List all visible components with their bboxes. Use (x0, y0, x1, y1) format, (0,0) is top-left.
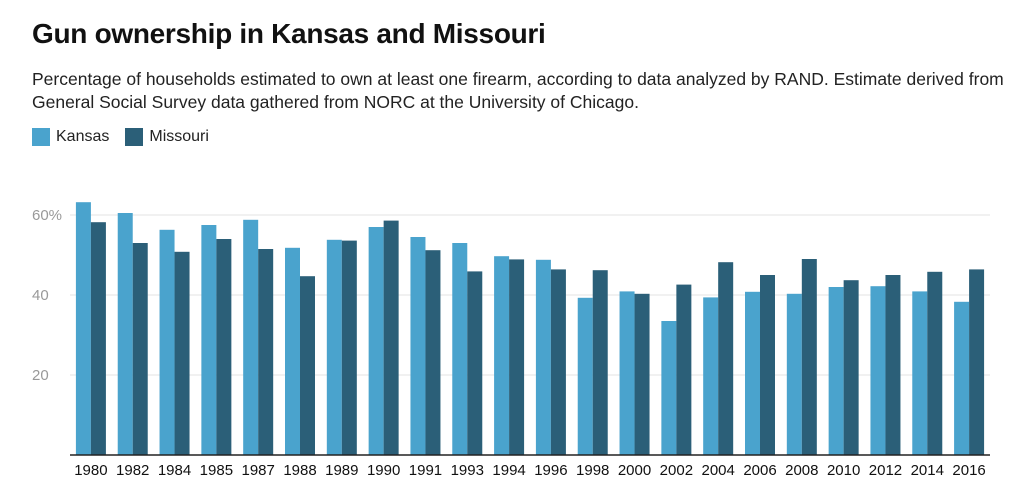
x-tick-label: 1984 (158, 462, 191, 479)
bar-missouri-2012 (885, 275, 901, 455)
bar-missouri-1990 (383, 220, 399, 455)
x-tick-label: 2006 (743, 462, 776, 479)
x-tick-label: 1994 (492, 462, 525, 479)
legend-swatch-missouri (125, 128, 144, 146)
legend: Kansas Missouri (32, 128, 225, 146)
bar-missouri-2006 (760, 275, 775, 455)
x-tick-label: 1993 (451, 462, 484, 479)
x-tick-label: 2014 (911, 462, 944, 479)
bar-missouri-2002 (676, 284, 692, 455)
x-tick-label: 2004 (701, 462, 734, 479)
y-tick-label: 60% (32, 207, 62, 224)
x-tick-label: 1980 (74, 462, 107, 479)
bar-kansas-1987 (243, 219, 259, 455)
bar-kansas-2010 (828, 287, 844, 455)
bar-missouri-1996 (550, 269, 566, 455)
bar-missouri-1985 (216, 239, 232, 455)
bar-missouri-1988 (300, 276, 315, 455)
bar-missouri-2016 (969, 269, 985, 455)
legend-swatch-kansas (32, 128, 50, 146)
bar-kansas-1985 (201, 225, 217, 455)
bar-kansas-2006 (745, 291, 760, 455)
legend-item-missouri: Missouri (125, 128, 209, 146)
bar-kansas-2014 (912, 291, 928, 455)
bar-missouri-1982 (132, 243, 148, 455)
x-tick-label: 1985 (200, 462, 233, 479)
x-tick-label: 1996 (534, 462, 567, 479)
bar-kansas-1991 (410, 237, 426, 455)
bar-missouri-2004 (718, 262, 734, 455)
y-tick-label: 40 (32, 287, 49, 304)
bar-missouri-2010 (843, 280, 859, 455)
legend-item-kansas: Kansas (32, 128, 109, 146)
x-tick-label: 2012 (869, 462, 902, 479)
bar-kansas-1984 (159, 229, 175, 455)
x-tick-label: 1988 (283, 462, 316, 479)
x-tick-label: 1998 (576, 462, 609, 479)
x-tick-label: 2002 (660, 462, 693, 479)
bar-missouri-1994 (509, 259, 525, 455)
chart-subtitle: Percentage of households estimated to ow… (32, 69, 1004, 112)
bar-missouri-1987 (258, 249, 274, 455)
bar-missouri-2014 (927, 271, 943, 455)
bar-missouri-1984 (174, 251, 190, 455)
y-tick-label: 20 (32, 367, 49, 384)
bar-kansas-1980 (75, 202, 91, 455)
bar-kansas-1988 (285, 247, 300, 455)
x-tick-label: 2010 (827, 462, 860, 479)
x-tick-label: 2016 (952, 462, 985, 479)
x-tick-label: 1982 (116, 462, 149, 479)
bar-missouri-1998 (592, 270, 608, 455)
x-tick-label: 2000 (618, 462, 651, 479)
bar-kansas-1982 (117, 213, 133, 455)
legend-label-kansas: Kansas (56, 128, 110, 145)
bar-missouri-1980 (90, 222, 106, 455)
bar-kansas-1998 (577, 297, 593, 455)
x-tick-label: 2008 (785, 462, 818, 479)
chart-title: Gun ownership in Kansas and Missouri (32, 18, 546, 49)
bar-kansas-1993 (452, 243, 468, 455)
bar-kansas-2016 (954, 301, 970, 455)
bar-missouri-2000 (634, 293, 650, 455)
bar-kansas-1996 (535, 259, 551, 455)
bar-kansas-2008 (786, 293, 802, 455)
bar-missouri-2008 (801, 259, 817, 455)
bar-kansas-1994 (494, 256, 510, 455)
bar-kansas-2012 (870, 286, 886, 455)
x-tick-label: 1991 (409, 462, 442, 479)
bar-missouri-1991 (425, 250, 441, 455)
legend-label-missouri: Missouri (149, 128, 209, 145)
bar-missouri-1993 (467, 271, 483, 455)
bar-kansas-1990 (368, 227, 384, 455)
x-tick-label: 1989 (325, 462, 358, 479)
bar-kansas-2002 (661, 321, 677, 455)
x-tick-label: 1987 (241, 462, 274, 479)
bar-missouri-1989 (341, 240, 357, 455)
bar-kansas-2000 (619, 291, 635, 455)
x-tick-label: 1990 (367, 462, 400, 479)
bar-kansas-1989 (326, 239, 342, 455)
bar-kansas-2004 (703, 297, 719, 455)
